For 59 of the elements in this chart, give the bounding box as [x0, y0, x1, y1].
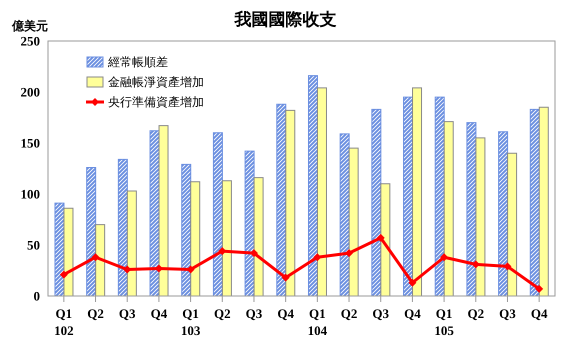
point — [345, 249, 354, 258]
y-tick-label: 0 — [34, 288, 40, 304]
y-tick-label: 100 — [20, 186, 40, 202]
x-tick-label: Q2 — [214, 306, 231, 321]
x-tick-label: Q3 — [499, 306, 516, 321]
bar — [86, 166, 96, 296]
bar — [475, 137, 486, 296]
bar — [316, 87, 327, 296]
bar — [380, 183, 390, 296]
x-tick-label: Q4 — [277, 306, 294, 321]
point — [186, 265, 195, 274]
y-tick-label: 150 — [20, 136, 40, 151]
legend-label: 經常帳順差 — [108, 54, 168, 71]
y-tick-label: 50 — [27, 238, 40, 253]
point — [218, 247, 226, 256]
x-tick-label: Q1 102 — [54, 306, 74, 338]
x-tick-label: Q3 — [118, 306, 136, 321]
x-tick-label: Q2 — [87, 306, 104, 321]
bar — [371, 108, 382, 296]
y-tick-label: 200 — [20, 84, 40, 100]
bar — [348, 148, 359, 296]
bar — [95, 224, 106, 296]
y-axis-title: 億美元 — [12, 18, 48, 35]
x-tick-label: Q1 105 — [434, 306, 454, 338]
bar — [244, 150, 255, 296]
bar — [538, 106, 549, 296]
bar — [412, 87, 422, 296]
bar — [212, 132, 223, 296]
x-tick-label: Q3 — [246, 306, 263, 321]
x-tick-label: Q1 104 — [308, 306, 328, 338]
bar — [126, 190, 137, 296]
point — [376, 234, 385, 242]
legend-label: 金融帳淨資產增加 — [108, 74, 204, 91]
bar — [190, 181, 200, 296]
bar — [254, 177, 264, 296]
bar — [158, 125, 169, 296]
x-tick-label: Q3 — [372, 306, 390, 321]
chart-title: 我國國際收支 — [234, 10, 336, 29]
bar — [63, 208, 74, 296]
bar — [507, 152, 518, 296]
y-tick-label: 250 — [20, 34, 40, 49]
point — [535, 284, 544, 293]
x-tick-label: Q2 — [467, 306, 484, 321]
x-tick-label: Q4 — [150, 306, 168, 321]
point — [472, 260, 480, 268]
point — [408, 278, 416, 287]
point — [92, 253, 100, 262]
point — [440, 253, 448, 262]
bar — [285, 110, 296, 296]
bar — [444, 121, 454, 296]
x-tick-label: Q1 103 — [180, 306, 201, 338]
bar — [222, 180, 232, 296]
legend-label: 央行準備資產增加 — [108, 94, 204, 111]
point — [313, 253, 322, 262]
x-tick-label: Q4 — [530, 306, 548, 321]
point — [60, 270, 68, 279]
point — [282, 274, 290, 282]
x-tick-label: Q2 — [340, 306, 358, 321]
x-tick-label: Q4 — [404, 306, 422, 321]
